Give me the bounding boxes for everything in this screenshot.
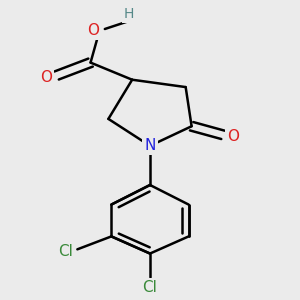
- Text: Cl: Cl: [142, 280, 158, 296]
- Text: H: H: [124, 7, 134, 21]
- Text: N: N: [144, 138, 156, 153]
- Text: O: O: [227, 128, 239, 143]
- Text: O: O: [40, 70, 52, 85]
- Text: Cl: Cl: [58, 244, 73, 259]
- Text: O: O: [88, 23, 100, 38]
